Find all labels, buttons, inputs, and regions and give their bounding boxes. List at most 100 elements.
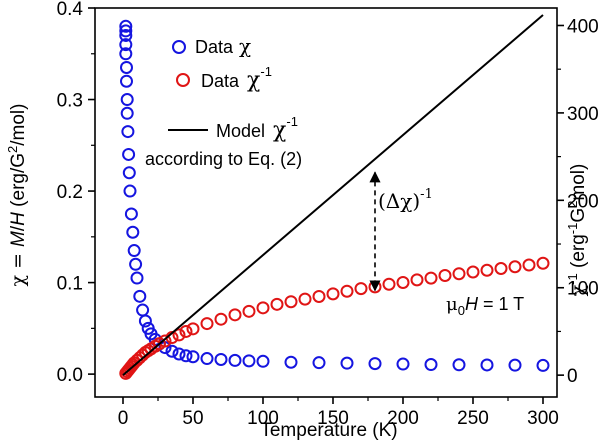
x-axis-label: Temperature (K) xyxy=(260,420,397,441)
x-tick-label: 150 xyxy=(317,408,349,429)
chi-inverse-point xyxy=(179,324,193,338)
y2-axis-label: χ-1 (erg-1G2mol) xyxy=(565,164,590,297)
chi-inverse-point xyxy=(536,256,550,270)
chi-point xyxy=(396,357,410,371)
chi-point xyxy=(424,358,438,372)
chi-point xyxy=(312,356,326,370)
chi-inverse-point xyxy=(256,301,270,315)
x-tick-label: 200 xyxy=(387,408,419,429)
y-tick-label: 0.1 xyxy=(57,274,83,295)
chi-point xyxy=(122,147,136,161)
chi-point xyxy=(119,47,133,61)
chi-point xyxy=(127,244,141,258)
chi-point xyxy=(136,303,150,317)
chi-inverse-point xyxy=(270,297,284,311)
y2-tick-label: 300 xyxy=(567,104,599,125)
chi-point xyxy=(186,350,200,364)
chi-point xyxy=(129,257,143,271)
chi-inverse-point xyxy=(298,292,312,306)
chi-inverse-point xyxy=(508,260,522,274)
model-line-path xyxy=(122,14,544,376)
chi-inverse-point xyxy=(242,304,256,318)
chi-point xyxy=(242,354,256,368)
y-tick-label: 0.2 xyxy=(57,182,83,203)
legend-marker-chi-inverse xyxy=(176,73,190,87)
chi-point xyxy=(480,358,494,372)
x-tick-label: 300 xyxy=(527,408,559,429)
chi-point xyxy=(256,354,270,368)
chi-inverse-point xyxy=(326,287,340,301)
chi-point xyxy=(119,38,133,52)
chi-inverse-point xyxy=(340,284,354,298)
chi-point xyxy=(228,353,242,367)
y2-tick-label: 100 xyxy=(567,279,599,300)
chi-inverse-point xyxy=(452,267,466,281)
chi-inverse-point xyxy=(410,273,424,287)
chi-point xyxy=(179,349,193,363)
chi-inverse-point xyxy=(186,322,200,336)
chi-point xyxy=(368,357,382,371)
legend-label-model: Model χ-1 xyxy=(216,114,298,143)
chi-point xyxy=(130,271,144,285)
chi-point xyxy=(123,184,137,198)
y-tick-label: 0.4 xyxy=(57,0,84,20)
model-line xyxy=(122,14,544,376)
legend: Data χ Data χ-1 Model χ-1 according to Eq. … xyxy=(145,34,302,169)
x-tick-label: 250 xyxy=(457,408,489,429)
chi-point xyxy=(119,19,133,33)
plot-area xyxy=(94,7,558,398)
chi-inverse-point xyxy=(284,295,298,309)
series-chi xyxy=(119,19,550,372)
chi-point xyxy=(138,314,152,328)
legend-label-chi: Data χ xyxy=(195,34,251,58)
y-tick-label: 0.0 xyxy=(57,365,83,386)
chi-point xyxy=(124,207,138,221)
chi-point xyxy=(119,24,133,38)
chi-inverse-point xyxy=(312,289,326,303)
chi-point xyxy=(214,352,228,366)
chi-inverse-point xyxy=(522,258,536,272)
legend-label-chi-inverse: Data χ-1 xyxy=(201,64,272,93)
chi-inverse-point xyxy=(200,317,214,331)
chi-inverse-point xyxy=(172,328,186,342)
field-annotation: μ0H = 1 T xyxy=(446,294,524,318)
x-tick-label: 50 xyxy=(182,408,203,429)
chi-point xyxy=(340,356,354,370)
y-axis-label: χ = M/H (erg/G2/mol) xyxy=(5,104,30,287)
delta-label: (Δχ)-1 xyxy=(378,187,433,213)
y2-tick-label: 200 xyxy=(567,191,599,212)
y2-tick-label: 0 xyxy=(567,366,578,387)
chi-point xyxy=(452,358,466,372)
chi-point xyxy=(120,60,133,74)
chi-point xyxy=(126,225,140,239)
chi-point xyxy=(165,344,179,358)
y2-tick-label: 400 xyxy=(567,16,599,37)
chi-inverse-point xyxy=(214,312,228,326)
chi-inverse-point xyxy=(466,265,480,279)
chi-point xyxy=(120,93,134,107)
chi-point xyxy=(120,74,133,88)
chi-point xyxy=(133,289,147,303)
chi-point xyxy=(284,355,298,369)
chi-inverse-point xyxy=(424,271,438,285)
chi-inverse-point xyxy=(158,334,172,348)
x-tick-label: 0 xyxy=(118,408,129,429)
chi-inverse-point xyxy=(382,277,396,291)
x-tick-label: 100 xyxy=(247,408,279,429)
legend-marker-chi xyxy=(172,40,186,54)
chi-point xyxy=(121,125,135,139)
chi-inverse-point xyxy=(480,263,494,277)
delta-chi-annotation: (Δχ)-1 xyxy=(369,171,433,292)
chi-point xyxy=(172,347,186,361)
chi-point xyxy=(200,352,214,366)
chi-inverse-point xyxy=(438,268,452,282)
axes: 0 50 100 150 200 250 300 0.0 0.1 0.2 0.3 0.4 0 100 200… xyxy=(57,0,599,429)
chi-point xyxy=(508,358,522,372)
legend-label-model-line2: according to Eq. (2) xyxy=(145,149,302,169)
y-tick-label: 0.3 xyxy=(57,91,83,112)
plot-frame xyxy=(94,7,558,398)
chi-point xyxy=(119,28,133,42)
chi-point xyxy=(122,166,136,180)
chi-inverse-point xyxy=(354,282,368,296)
